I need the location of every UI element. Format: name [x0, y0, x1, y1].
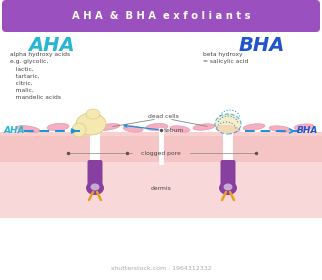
Text: AHA: AHA: [4, 125, 25, 134]
Bar: [0, 132, 322, 136]
Text: BHA: BHA: [297, 125, 318, 134]
Ellipse shape: [193, 124, 215, 130]
Ellipse shape: [96, 123, 120, 130]
Ellipse shape: [74, 126, 94, 132]
Text: dead cells: dead cells: [147, 114, 178, 119]
Ellipse shape: [269, 126, 291, 132]
Bar: [0, 162, 322, 218]
Ellipse shape: [170, 126, 190, 132]
Text: dermis: dermis: [151, 186, 171, 190]
Text: alpha hydroxy acids
e.g. glycolic,
   lactic,
   tartaric,
   citric,
   malic,
: alpha hydroxy acids e.g. glycolic, lacti…: [10, 52, 70, 100]
Ellipse shape: [146, 123, 168, 130]
Ellipse shape: [16, 126, 40, 132]
FancyBboxPatch shape: [221, 160, 235, 192]
Bar: [90, 132, 100, 162]
Ellipse shape: [243, 124, 265, 130]
Text: A H A  &  B H A  e x f o l i a n t s: A H A & B H A e x f o l i a n t s: [72, 11, 250, 21]
Ellipse shape: [76, 113, 106, 135]
Ellipse shape: [123, 126, 143, 132]
Ellipse shape: [219, 181, 237, 195]
Ellipse shape: [223, 183, 232, 190]
Ellipse shape: [216, 125, 240, 133]
Text: shutterstock.com · 1964312332: shutterstock.com · 1964312332: [111, 265, 211, 270]
Ellipse shape: [215, 114, 241, 134]
Text: beta hydroxy
= salicylic acid: beta hydroxy = salicylic acid: [203, 52, 248, 64]
Bar: [0, 132, 322, 162]
Ellipse shape: [86, 181, 104, 195]
Text: clogged pore: clogged pore: [141, 151, 181, 155]
FancyBboxPatch shape: [2, 0, 320, 32]
Bar: [223, 132, 233, 162]
Text: sebum: sebum: [164, 127, 184, 132]
Ellipse shape: [86, 109, 100, 119]
Text: AHA: AHA: [29, 36, 75, 55]
Ellipse shape: [72, 123, 86, 137]
Ellipse shape: [90, 183, 99, 190]
Ellipse shape: [47, 123, 69, 130]
Ellipse shape: [294, 124, 314, 130]
FancyBboxPatch shape: [88, 160, 102, 192]
Text: BHA: BHA: [239, 36, 285, 55]
